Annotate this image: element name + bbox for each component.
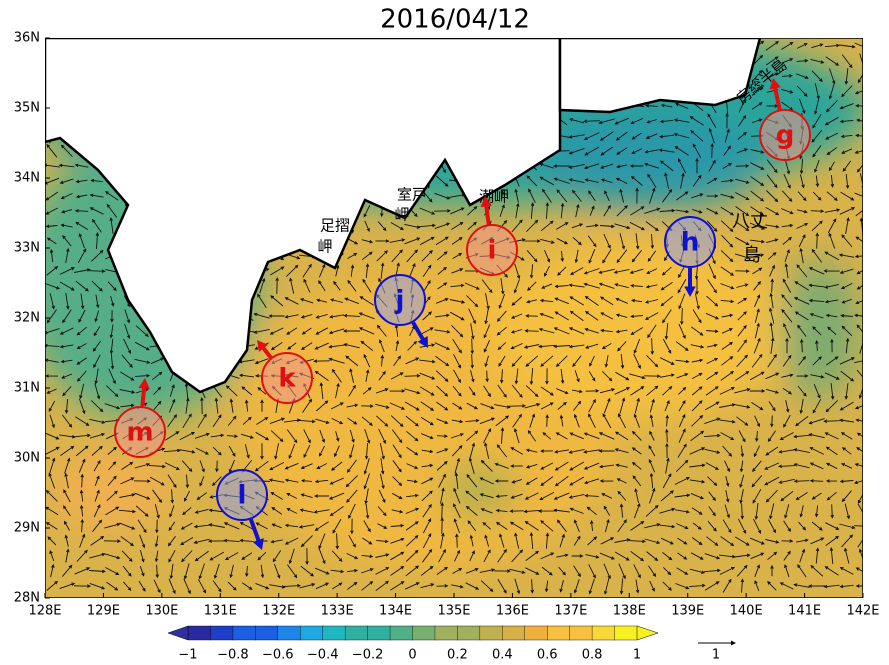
marker-arrow [411, 321, 426, 343]
colorbar-cell [412, 625, 436, 641]
marker [261, 352, 313, 404]
marker-arrowhead [252, 538, 264, 550]
lon-label: 133E [321, 604, 354, 619]
lat-label: 31N [14, 381, 40, 396]
lat-label: 30N [14, 451, 40, 466]
lat-label: 35N [14, 101, 40, 116]
lat-label: 33N [14, 241, 40, 256]
colorbar-label: 0.6 [537, 648, 558, 663]
colorbar-end [167, 625, 189, 641]
marker [466, 224, 518, 276]
lon-label: 131E [204, 604, 237, 619]
marker-arrow [140, 385, 147, 407]
lon-label: 139E [671, 604, 704, 619]
marker-label: i [488, 236, 497, 266]
marker-arrowhead [480, 196, 493, 208]
land [45, 38, 562, 394]
colorbar-cell [479, 625, 504, 641]
place-label: 八丈 [732, 211, 768, 232]
marker-label: h [681, 228, 700, 258]
marker-label: g [776, 121, 795, 151]
lon-label: 141E [788, 604, 821, 619]
marker-arrowhead [138, 378, 150, 390]
lat-label: 34N [14, 171, 40, 186]
colorbar-cell [614, 625, 638, 641]
marker-arrowhead [257, 340, 269, 352]
lat-label: 29N [14, 521, 40, 536]
place-label: 室戸 [397, 186, 427, 204]
colorbar-label: −0.8 [217, 648, 249, 663]
marker [664, 216, 716, 268]
colorbar-cell [187, 625, 212, 641]
marker [374, 274, 426, 326]
colorbar-label: 1 [633, 648, 641, 663]
ocean [45, 38, 863, 598]
marker-arrow [484, 203, 491, 225]
marker-label: j [395, 286, 405, 316]
marker-arrowhead [417, 336, 428, 348]
colorbar-cell [210, 625, 234, 641]
marker-label: m [126, 418, 153, 448]
marker [216, 469, 268, 521]
colorbar-cell [322, 625, 346, 641]
colorbar-cell [524, 625, 548, 641]
colorbar-cell [300, 625, 324, 641]
lon-label: 130E [145, 604, 178, 619]
colorbar-label: −1 [178, 648, 197, 663]
land [558, 38, 762, 114]
lon-label: 134E [379, 604, 412, 619]
lon-label: 138E [613, 604, 646, 619]
lat-label: 28N [14, 591, 40, 606]
colorbar-label: 0.2 [447, 648, 468, 663]
lon-label: 136E [496, 604, 529, 619]
colorbar-label: −0.4 [307, 648, 339, 663]
colorbar-cell [367, 625, 391, 641]
lon-label: 128E [28, 604, 61, 619]
colorbar-cell [389, 625, 414, 641]
lon-label: 129E [87, 604, 120, 619]
colorbar-cell [232, 625, 257, 641]
colorbar-cell [255, 625, 279, 641]
colorbar-cell [457, 625, 481, 641]
colorbar-cell [502, 625, 526, 641]
colorbar-label: 0.8 [582, 648, 603, 663]
lat-label: 32N [14, 311, 40, 326]
lon-label: 135E [437, 604, 470, 619]
colorbar-label: 0.4 [492, 648, 513, 663]
marker-arrowhead [684, 286, 696, 297]
place-label: 足摺 [320, 217, 350, 235]
colorbar-cell [547, 625, 571, 641]
colorbar-cell [277, 625, 301, 641]
title: 2016/04/12 [380, 5, 530, 35]
marker-label: l [238, 481, 247, 511]
lon-label: 132E [262, 604, 295, 619]
marker [759, 109, 811, 161]
colorbar-label: 0 [408, 648, 416, 663]
lon-label: 137E [554, 604, 587, 619]
colorbar-cell [434, 625, 459, 641]
marker [114, 406, 166, 458]
marker-arrow [249, 518, 262, 544]
colorbar-cell [591, 625, 616, 641]
lat-label: 36N [14, 31, 40, 46]
marker-arrow [772, 85, 782, 110]
place-label: 岬 [394, 206, 409, 224]
place-label: 島 [743, 245, 761, 266]
scale-label: 1 [712, 648, 720, 663]
colorbar-end [636, 625, 659, 641]
colorbar-cell [344, 625, 369, 641]
marker-label: k [278, 364, 296, 394]
colorbar-label: −0.2 [352, 648, 384, 663]
marker-arrowhead [769, 78, 781, 90]
colorbar-label: −0.6 [262, 648, 294, 663]
lon-label: 140E [730, 604, 763, 619]
colorbar-cell [569, 625, 593, 641]
lon-label: 142E [846, 604, 879, 619]
place-label: 岬 [317, 238, 332, 256]
